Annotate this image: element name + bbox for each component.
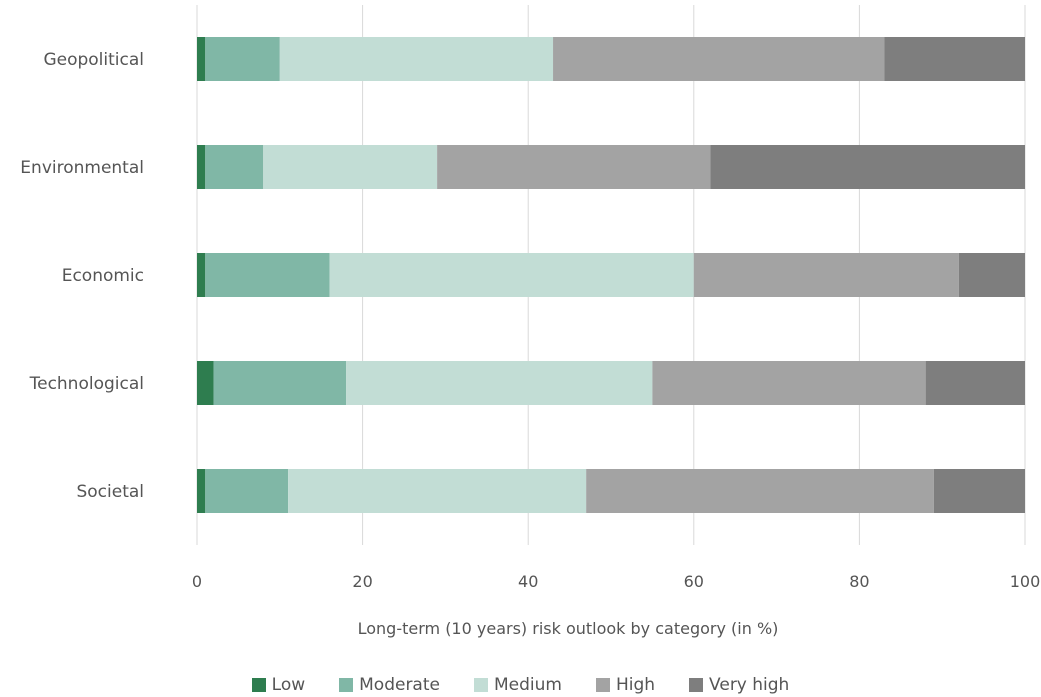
- bar-societal-very-high: [933, 469, 1025, 513]
- bar-societal-moderate: [205, 469, 289, 513]
- bar-geopolitical-very-high: [884, 37, 1025, 81]
- bar-economic-high: [693, 253, 959, 297]
- x-tick-label: 80: [849, 572, 869, 591]
- bar-technological-very-high: [925, 361, 1025, 405]
- bars: [197, 37, 1025, 513]
- bar-economic-moderate: [205, 253, 330, 297]
- x-tick-label: 60: [684, 572, 704, 591]
- legend-label: High: [615, 675, 656, 695]
- bar-technological-moderate: [213, 361, 347, 405]
- legend-label: Very high: [709, 675, 790, 695]
- bar-economic-low: [197, 253, 206, 297]
- legend-label: Low: [271, 675, 306, 695]
- legend-swatch: [251, 678, 266, 692]
- x-tick-label: 20: [352, 572, 372, 591]
- bar-environmental-high: [437, 145, 711, 189]
- legend-label: Medium: [493, 675, 562, 695]
- x-tick-labels: 0 20 40 60 80 100: [192, 572, 1040, 591]
- bar-societal-low: [197, 469, 206, 513]
- category-label: Technological: [29, 374, 144, 394]
- category-label: Societal: [76, 482, 144, 502]
- category-label: Environmental: [20, 158, 144, 178]
- x-tick-label: 100: [1010, 572, 1041, 591]
- bar-societal-high: [586, 469, 934, 513]
- x-tick-label: 0: [192, 572, 202, 591]
- risk-outlook-chart: Geopolitical Environmental Economic Technol…: [20, 5, 1040, 638]
- bar-geopolitical-medium: [279, 37, 554, 81]
- legend-label: Moderate: [359, 675, 440, 695]
- bar-environmental-medium: [263, 145, 438, 189]
- bar-technological-low: [197, 361, 214, 405]
- legend-item: Moderate: [339, 674, 440, 696]
- legend: Low Moderate Medium High Very high: [0, 674, 1041, 696]
- bar-technological-medium: [346, 361, 653, 405]
- legend-item: High: [595, 674, 656, 696]
- legend-item: Very high: [689, 674, 789, 696]
- bar-environmental-moderate: [205, 145, 264, 189]
- bar-geopolitical-low: [197, 37, 206, 81]
- bar-environmental-very-high: [710, 145, 1025, 189]
- bar-technological-high: [652, 361, 926, 405]
- legend-swatch: [339, 678, 354, 692]
- bar-societal-medium: [288, 469, 587, 513]
- bar-economic-medium: [329, 253, 694, 297]
- bar-economic-very-high: [958, 253, 1025, 297]
- legend-item: Medium: [473, 674, 562, 696]
- x-tick-label: 40: [518, 572, 538, 591]
- legend-swatch: [689, 678, 704, 692]
- category-label: Geopolitical: [43, 50, 144, 70]
- x-axis-title: Long-term (10 years) risk outlook by cat…: [358, 619, 779, 638]
- legend-swatch: [595, 678, 610, 692]
- legend-swatch: [473, 678, 488, 692]
- bar-geopolitical-moderate: [205, 37, 280, 81]
- bar-geopolitical-high: [553, 37, 885, 81]
- category-labels: Geopolitical Environmental Economic Technol…: [20, 50, 144, 502]
- bar-environmental-low: [197, 145, 206, 189]
- legend-item: Low: [251, 674, 306, 696]
- category-label: Economic: [62, 266, 144, 286]
